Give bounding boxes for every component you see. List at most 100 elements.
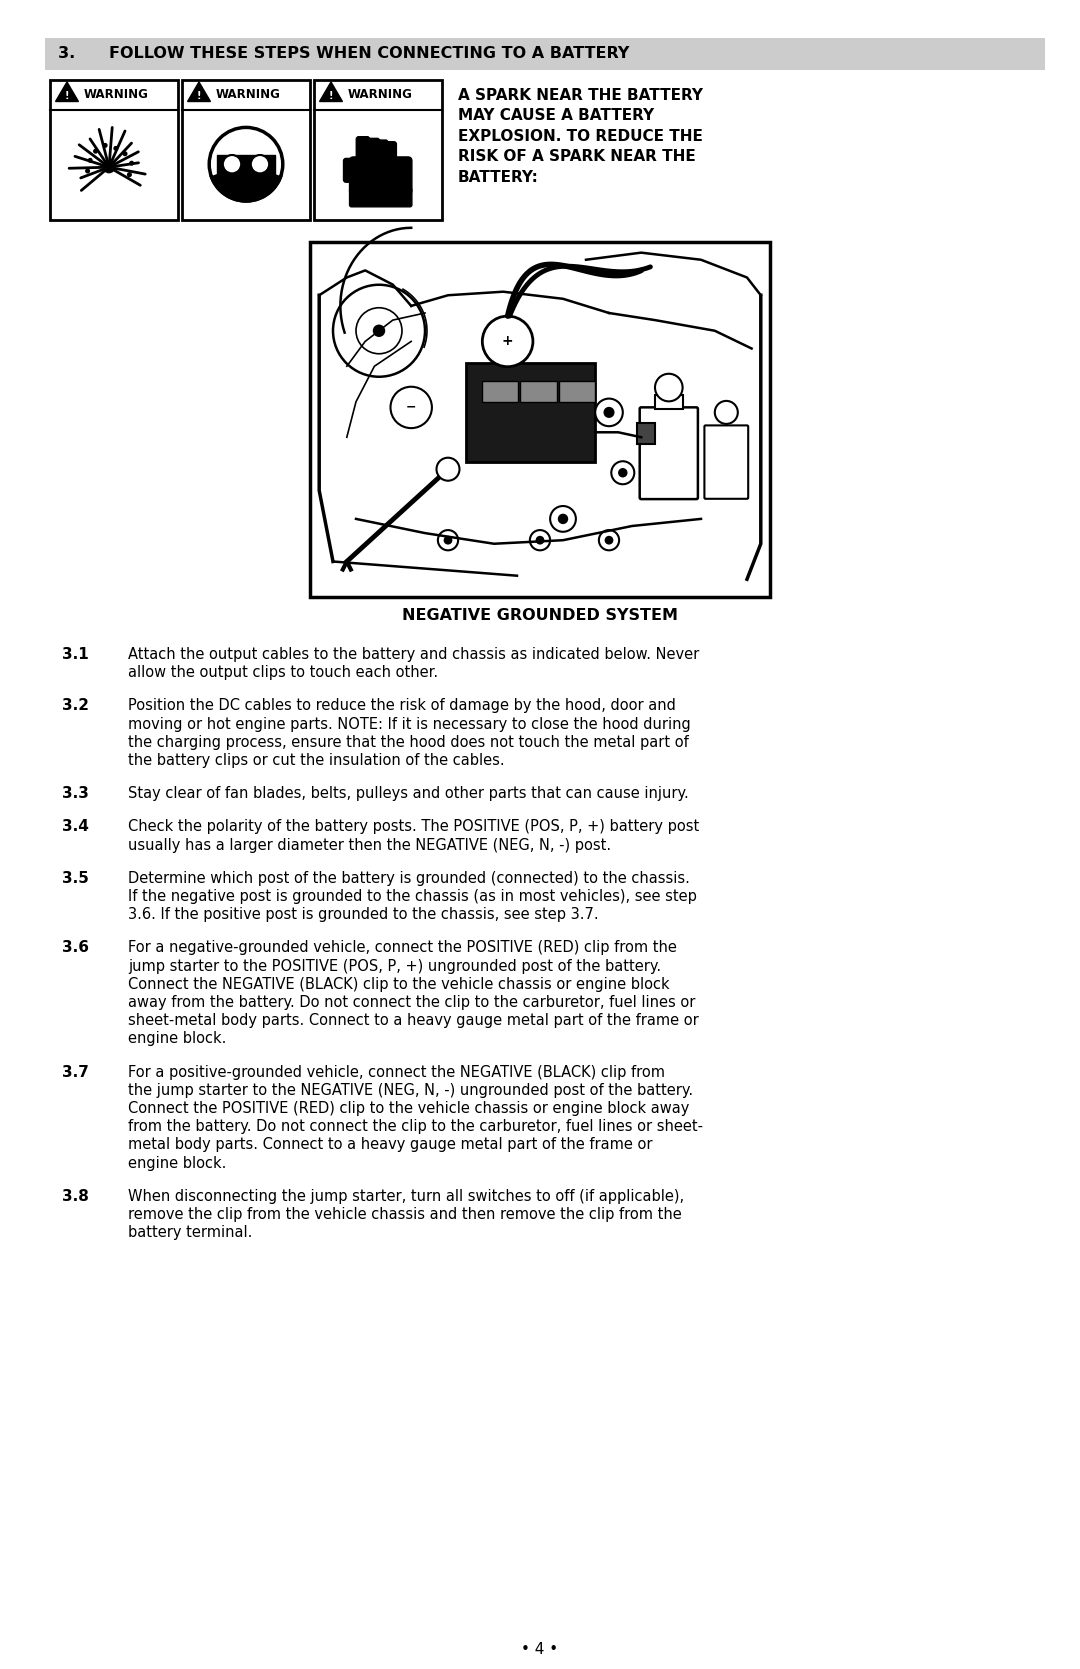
- Bar: [559, 381, 595, 402]
- Text: NEGATIVE GROUNDED SYSTEM: NEGATIVE GROUNDED SYSTEM: [402, 608, 678, 623]
- Circle shape: [123, 152, 126, 155]
- Circle shape: [715, 401, 738, 424]
- Text: the jump starter to the NEGATIVE (NEG, N, -) ungrounded post of the battery.: the jump starter to the NEGATIVE (NEG, N…: [129, 1083, 693, 1098]
- Circle shape: [595, 399, 623, 426]
- FancyBboxPatch shape: [704, 426, 748, 499]
- Text: 3.5: 3.5: [62, 871, 89, 886]
- Bar: [310, 242, 770, 598]
- FancyBboxPatch shape: [366, 139, 380, 172]
- Polygon shape: [320, 82, 342, 102]
- Circle shape: [89, 159, 92, 162]
- FancyBboxPatch shape: [356, 137, 369, 172]
- FancyBboxPatch shape: [343, 159, 355, 182]
- Text: +: +: [502, 334, 513, 349]
- Circle shape: [537, 536, 543, 544]
- Text: 3.      FOLLOW THESE STEPS WHEN CONNECTING TO A BATTERY: 3. FOLLOW THESE STEPS WHEN CONNECTING TO…: [58, 47, 630, 62]
- FancyBboxPatch shape: [350, 157, 411, 194]
- Circle shape: [356, 307, 402, 354]
- Circle shape: [85, 169, 90, 174]
- Text: 3.8: 3.8: [62, 1188, 89, 1203]
- Circle shape: [605, 536, 612, 544]
- Circle shape: [333, 285, 426, 377]
- Circle shape: [210, 127, 283, 200]
- Circle shape: [654, 374, 683, 401]
- Circle shape: [444, 536, 451, 544]
- Text: jump starter to the POSITIVE (POS, P, +) ungrounded post of the battery.: jump starter to the POSITIVE (POS, P, +)…: [129, 958, 661, 973]
- Text: Stay clear of fan blades, belts, pulleys and other parts that can cause injury.: Stay clear of fan blades, belts, pulleys…: [129, 786, 689, 801]
- Text: Attach the output cables to the battery and chassis as indicated below. Never: Attach the output cables to the battery …: [129, 648, 699, 663]
- Text: metal body parts. Connect to a heavy gauge metal part of the frame or: metal body parts. Connect to a heavy gau…: [129, 1137, 652, 1152]
- Text: When disconnecting the jump starter, turn all switches to off (if applicable),: When disconnecting the jump starter, tur…: [129, 1188, 684, 1203]
- Circle shape: [130, 162, 134, 165]
- Text: 3.6. If the positive post is grounded to the chassis, see step 3.7.: 3.6. If the positive post is grounded to…: [129, 908, 598, 923]
- Text: For a positive-grounded vehicle, connect the NEGATIVE (BLACK) clip from: For a positive-grounded vehicle, connect…: [129, 1065, 665, 1080]
- Text: WARNING: WARNING: [216, 88, 281, 102]
- Circle shape: [222, 155, 241, 174]
- FancyBboxPatch shape: [383, 142, 396, 172]
- Text: 3.6: 3.6: [62, 940, 89, 955]
- Text: from the battery. Do not connect the clip to the carburetor, fuel lines or sheet: from the battery. Do not connect the cli…: [129, 1120, 703, 1135]
- Bar: [314, 80, 442, 220]
- Wedge shape: [212, 164, 281, 200]
- Circle shape: [374, 325, 384, 335]
- Text: allow the output clips to touch each other.: allow the output clips to touch each oth…: [129, 666, 438, 681]
- Bar: [183, 80, 310, 220]
- Text: WARNING: WARNING: [84, 88, 149, 102]
- Circle shape: [114, 147, 118, 150]
- Text: away from the battery. Do not connect the clip to the carburetor, fuel lines or: away from the battery. Do not connect th…: [129, 995, 696, 1010]
- Circle shape: [104, 144, 107, 147]
- Circle shape: [436, 457, 459, 481]
- FancyBboxPatch shape: [350, 189, 411, 207]
- Text: −: −: [406, 401, 417, 414]
- Circle shape: [558, 514, 567, 524]
- Text: Position the DC cables to reduce the risk of damage by the hood, door and: Position the DC cables to reduce the ris…: [129, 698, 676, 713]
- Circle shape: [437, 531, 458, 551]
- Circle shape: [94, 150, 97, 154]
- Bar: [482, 381, 518, 402]
- Circle shape: [604, 407, 613, 417]
- Text: moving or hot engine parts. NOTE: If it is necessary to close the hood during: moving or hot engine parts. NOTE: If it …: [129, 716, 691, 731]
- Text: 3.2: 3.2: [62, 698, 89, 713]
- Text: the battery clips or cut the insulation of the cables.: the battery clips or cut the insulation …: [129, 753, 504, 768]
- Text: Determine which post of the battery is grounded (connected) to the chassis.: Determine which post of the battery is g…: [129, 871, 690, 886]
- Text: usually has a larger diameter then the NEGATIVE (NEG, N, -) post.: usually has a larger diameter then the N…: [129, 838, 611, 853]
- Text: engine block.: engine block.: [129, 1031, 227, 1046]
- Circle shape: [104, 162, 114, 172]
- Text: !: !: [197, 90, 201, 100]
- Text: A SPARK NEAR THE BATTERY
MAY CAUSE A BATTERY
EXPLOSION. TO REDUCE THE
RISK OF A : A SPARK NEAR THE BATTERY MAY CAUSE A BAT…: [458, 88, 703, 185]
- Text: • 4 •: • 4 •: [522, 1642, 558, 1657]
- Bar: [654, 394, 683, 409]
- Text: engine block.: engine block.: [129, 1155, 227, 1170]
- Circle shape: [251, 155, 269, 174]
- Text: 3.3: 3.3: [62, 786, 89, 801]
- Text: Connect the NEGATIVE (BLACK) clip to the vehicle chassis or engine block: Connect the NEGATIVE (BLACK) clip to the…: [129, 976, 670, 991]
- Text: Check the polarity of the battery posts. The POSITIVE (POS, P, +) battery post: Check the polarity of the battery posts.…: [129, 819, 699, 834]
- Bar: [636, 422, 654, 444]
- Text: sheet-metal body parts. Connect to a heavy gauge metal part of the frame or: sheet-metal body parts. Connect to a hea…: [129, 1013, 699, 1028]
- Circle shape: [619, 469, 626, 477]
- Circle shape: [127, 174, 132, 177]
- Circle shape: [530, 531, 550, 551]
- Circle shape: [391, 387, 432, 429]
- Text: battery terminal.: battery terminal.: [129, 1225, 253, 1240]
- Bar: [45, 38, 1045, 70]
- Text: For a negative-grounded vehicle, connect the POSITIVE (RED) clip from the: For a negative-grounded vehicle, connect…: [129, 940, 677, 955]
- Text: 3.1: 3.1: [62, 648, 89, 663]
- Bar: [521, 381, 556, 402]
- FancyBboxPatch shape: [375, 140, 388, 172]
- Bar: [50, 80, 178, 220]
- Text: !: !: [65, 90, 69, 100]
- Text: the charging process, ensure that the hood does not touch the metal part of: the charging process, ensure that the ho…: [129, 734, 689, 749]
- Polygon shape: [188, 82, 211, 102]
- Circle shape: [483, 315, 532, 367]
- Circle shape: [550, 506, 576, 532]
- Text: 3.7: 3.7: [62, 1065, 89, 1080]
- Circle shape: [599, 531, 619, 551]
- Bar: [217, 155, 275, 174]
- Text: 3.4: 3.4: [62, 819, 89, 834]
- Text: remove the clip from the vehicle chassis and then remove the clip from the: remove the clip from the vehicle chassis…: [129, 1207, 681, 1222]
- Text: !: !: [328, 90, 334, 100]
- Polygon shape: [55, 82, 79, 102]
- Bar: [467, 362, 595, 462]
- FancyBboxPatch shape: [639, 407, 698, 499]
